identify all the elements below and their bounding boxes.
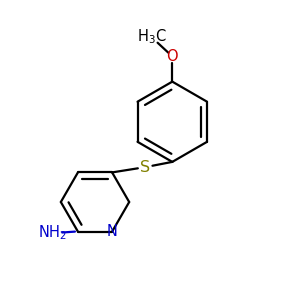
Text: NH$_2$: NH$_2$ <box>38 224 67 242</box>
Text: N: N <box>107 224 118 239</box>
Text: O: O <box>167 49 178 64</box>
Text: S: S <box>140 160 150 175</box>
Text: H$_3$C: H$_3$C <box>137 28 166 46</box>
